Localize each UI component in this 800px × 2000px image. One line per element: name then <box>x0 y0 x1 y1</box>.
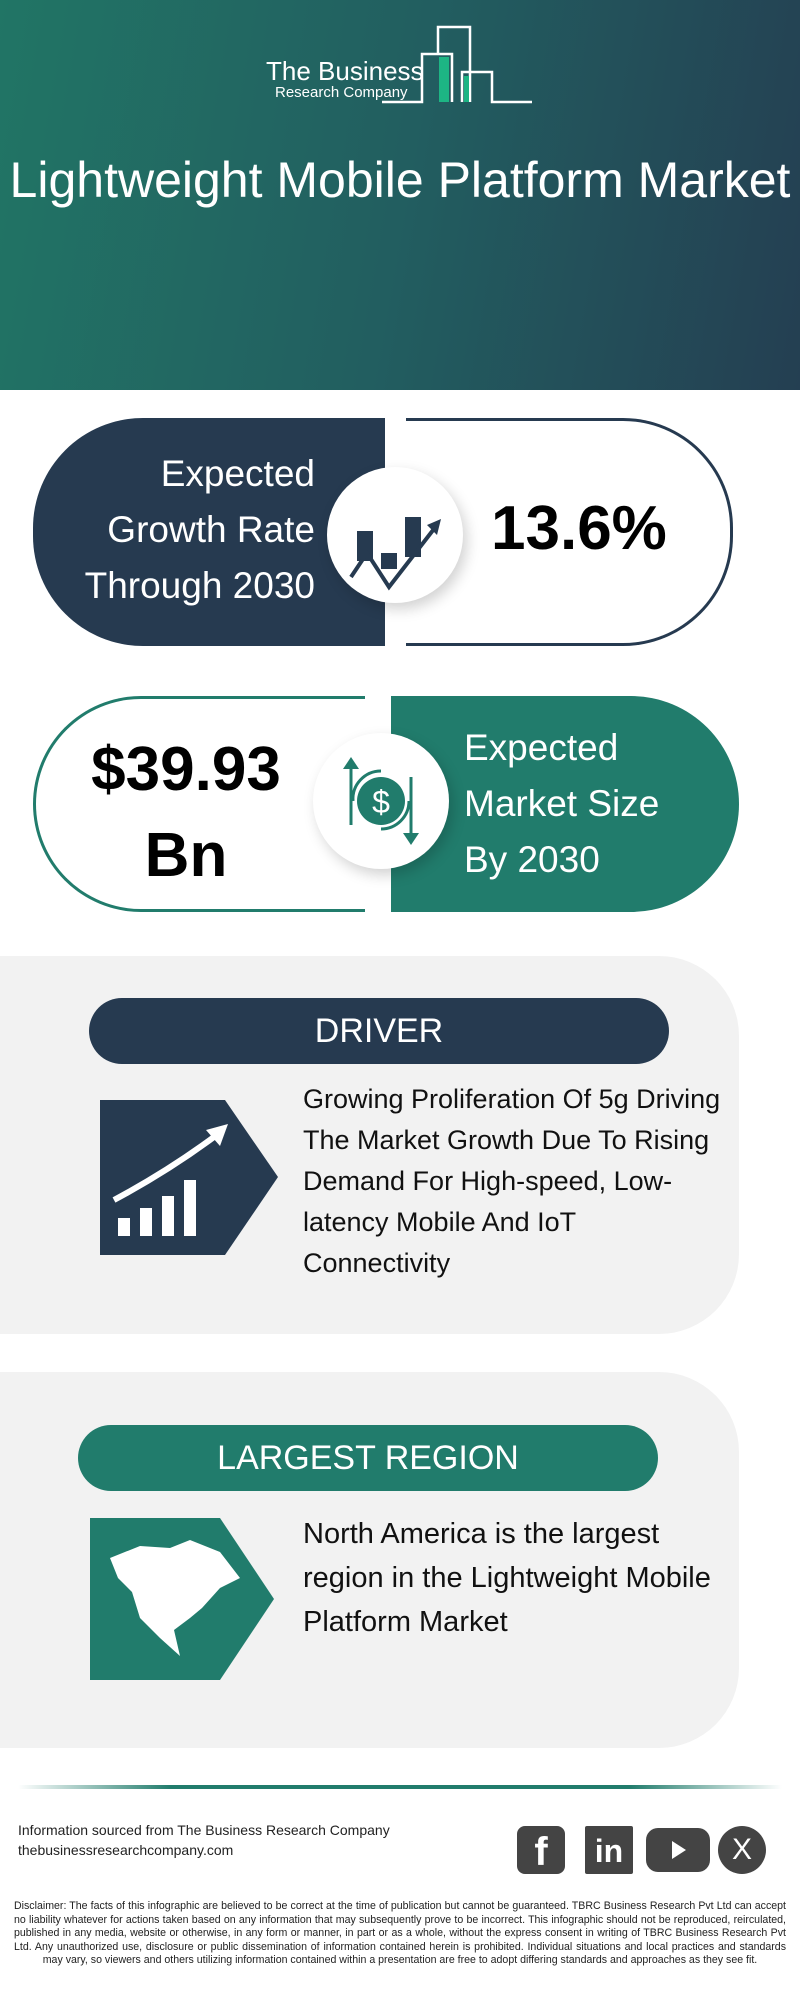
region-section: LARGEST REGION North America is the larg… <box>0 1372 739 1748</box>
growth-label-panel: Expected Growth Rate Through 2030 <box>33 418 385 646</box>
website-link[interactable]: thebusinessresearchcompany.com <box>18 1842 234 1858</box>
north-america-map-icon <box>90 1518 274 1680</box>
growth-icon-circle <box>327 467 463 603</box>
page-title: Lightweight Mobile Platform Market <box>9 152 791 208</box>
size-icon-circle: $ <box>313 733 449 869</box>
linkedin-icon[interactable]: in <box>585 1826 633 1874</box>
logo-line2: Research Company <box>275 84 408 101</box>
growth-chart-icon <box>349 517 441 591</box>
disclaimer: Disclaimer: The facts of this infographi… <box>14 1900 786 1967</box>
driver-heading: DRIVER <box>89 998 669 1064</box>
x-icon[interactable]: X <box>718 1826 766 1874</box>
growth-value-panel: 13.6% <box>406 418 733 646</box>
svg-text:$: $ <box>372 784 390 820</box>
facebook-icon[interactable]: f <box>517 1826 565 1874</box>
size-label-line: Expected <box>464 727 619 768</box>
size-value-line: $39.93 <box>91 735 281 804</box>
region-text: North America is the largest region in t… <box>303 1518 711 1638</box>
size-value-panel: $39.93 Bn <box>33 696 365 912</box>
driver-text: Growing Proliferation Of 5g Driving The … <box>303 1084 721 1278</box>
rising-bars-icon <box>100 1100 278 1255</box>
size-label-panel: Expected Market Size By 2030 <box>391 696 739 912</box>
source-text: Information sourced from The Business Re… <box>18 1822 390 1838</box>
size-value-line: Bn <box>144 821 228 890</box>
youtube-icon[interactable] <box>646 1828 710 1872</box>
growth-label-line: Growth Rate <box>107 509 315 550</box>
logo-line1: The Business <box>266 56 424 86</box>
logo-buildings-icon <box>382 25 532 104</box>
driver-section: DRIVER Growing Proliferation Of 5g Drivi… <box>0 956 739 1334</box>
dollar-cycle-icon: $ <box>343 757 419 845</box>
region-heading: LARGEST REGION <box>78 1425 658 1491</box>
growth-label-line: Through 2030 <box>84 565 315 606</box>
header-banner: The Business Research Company Lightweigh… <box>0 0 800 390</box>
footer-divider <box>18 1785 782 1789</box>
size-label-line: By 2030 <box>464 839 600 880</box>
size-label-line: Market Size <box>464 783 660 824</box>
growth-value: 13.6% <box>491 494 667 563</box>
growth-label-line: Expected <box>160 453 315 494</box>
